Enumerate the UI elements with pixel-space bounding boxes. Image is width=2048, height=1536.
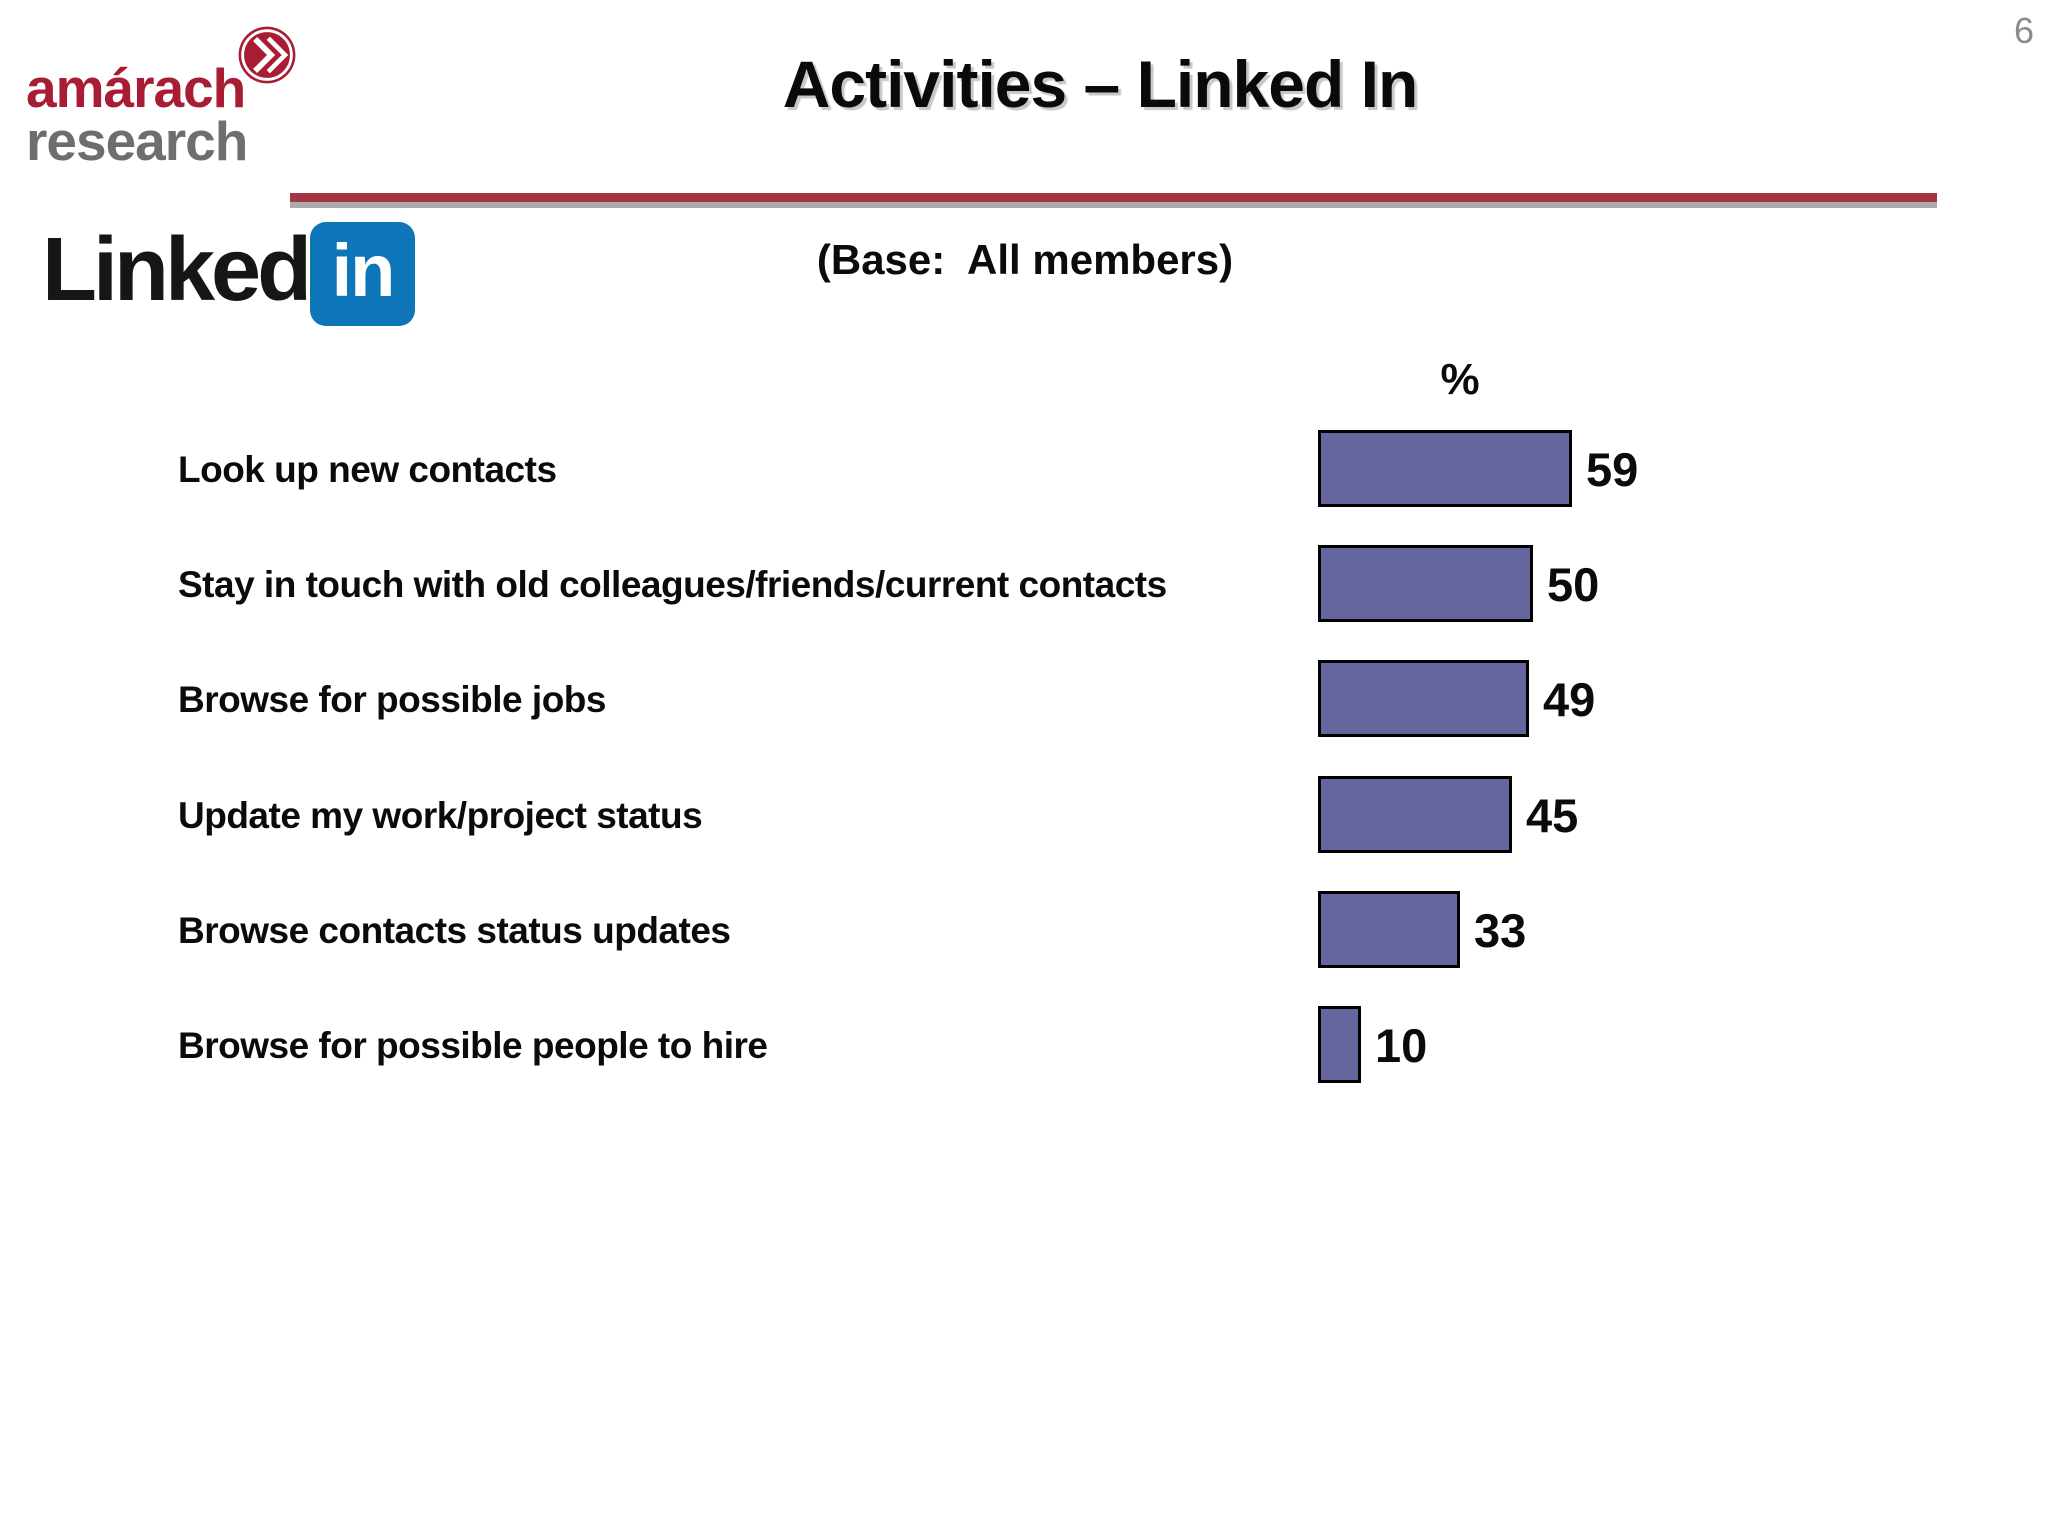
bar-category-label: Browse for possible people to hire bbox=[178, 1025, 768, 1066]
bar-row: Stay in touch with old colleagues/friend… bbox=[0, 545, 2048, 622]
bar bbox=[1318, 545, 1533, 622]
bar-value-label: 59 bbox=[1586, 443, 1639, 496]
linkedin-wordmark: Linked bbox=[42, 220, 312, 320]
page-number: 6 bbox=[2013, 10, 2034, 51]
percent-axis-label: % bbox=[1440, 355, 1480, 404]
amarach-logo-line1: amárach bbox=[26, 57, 246, 119]
bar-category-label: Browse for possible jobs bbox=[178, 679, 606, 720]
bar-row: Look up new contacts 59 bbox=[0, 430, 2048, 507]
bar-row: Browse for possible jobs 49 bbox=[0, 660, 2048, 737]
slide-title: Activities – Linked In bbox=[782, 47, 1419, 121]
bar-value-label: 33 bbox=[1474, 904, 1527, 957]
title-rule-red bbox=[290, 193, 1937, 202]
bar bbox=[1318, 660, 1529, 737]
amarach-logo: amárach research bbox=[26, 57, 248, 172]
linkedin-badge-text: in bbox=[331, 228, 396, 312]
bar bbox=[1318, 891, 1460, 968]
bar-row: Browse for possible people to hire 10 bbox=[0, 1006, 2048, 1083]
bar-row: Browse contacts status updates 33 bbox=[0, 891, 2048, 968]
bar-category-label: Update my work/project status bbox=[178, 795, 703, 836]
bar bbox=[1318, 430, 1572, 507]
title-rule-gray bbox=[290, 202, 1937, 208]
linkedin-in-icon: in bbox=[310, 222, 415, 326]
bar-value-label: 45 bbox=[1526, 789, 1579, 842]
bar-category-label: Stay in touch with old colleagues/friend… bbox=[178, 564, 1167, 605]
bar-category-label: Look up new contacts bbox=[178, 449, 557, 490]
amarach-chevron-icon bbox=[238, 26, 296, 84]
base-note: (Base: All members) bbox=[816, 236, 1234, 283]
bar-value-label: 10 bbox=[1375, 1019, 1428, 1072]
bar-value-label: 50 bbox=[1547, 558, 1600, 611]
bar-category-label: Browse contacts status updates bbox=[178, 910, 731, 951]
bar-value-label: 49 bbox=[1543, 673, 1596, 726]
bar-row: Update my work/project status 45 bbox=[0, 776, 2048, 853]
bar bbox=[1318, 1006, 1361, 1083]
bar bbox=[1318, 776, 1512, 853]
amarach-logo-line2: research bbox=[26, 110, 248, 172]
